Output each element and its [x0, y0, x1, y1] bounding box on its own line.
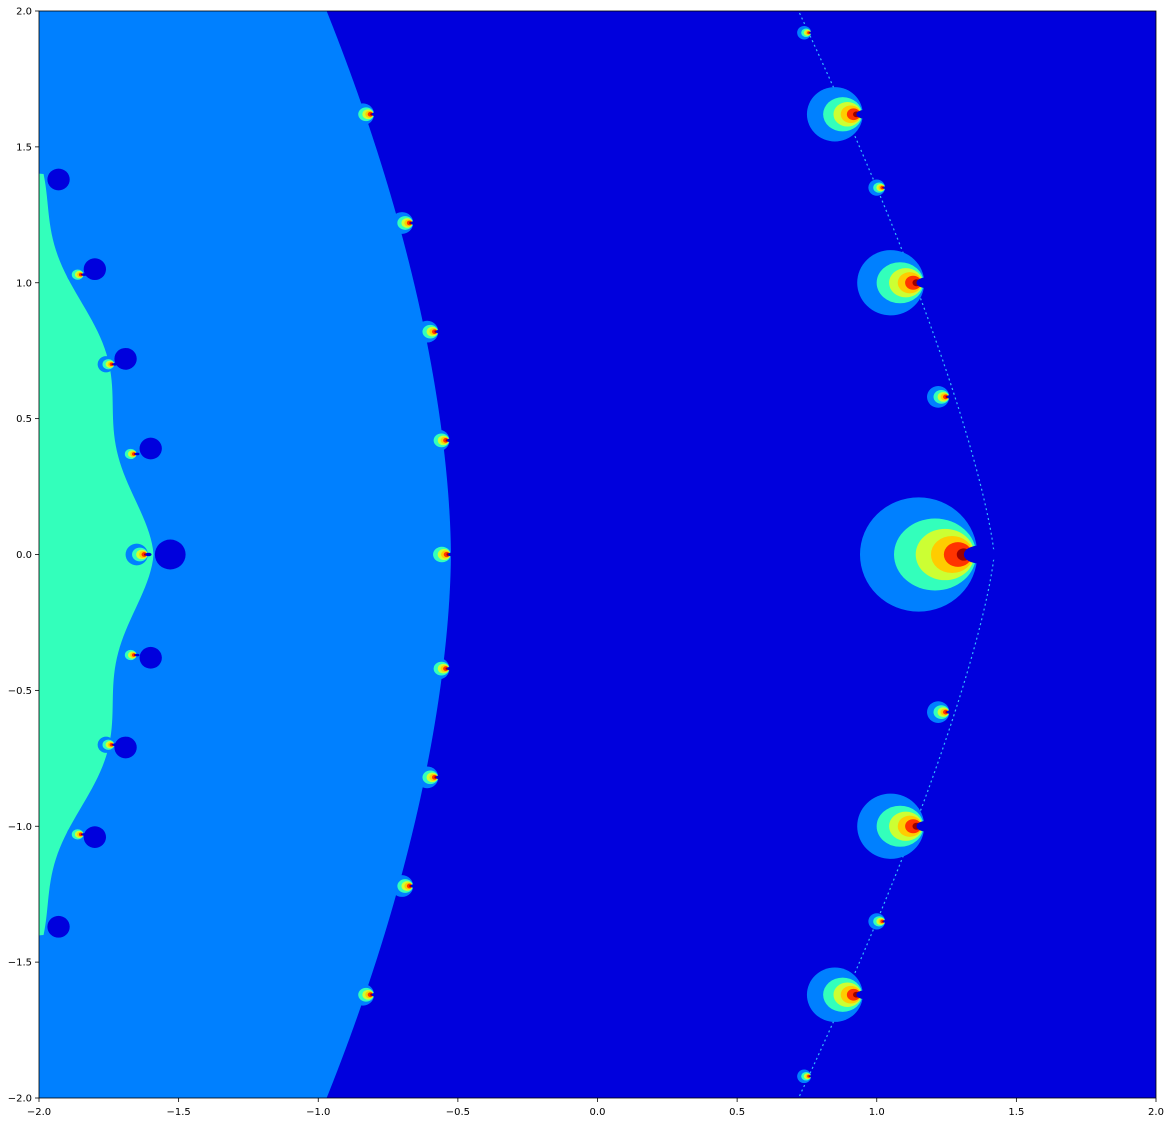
- bulb-notch: [435, 329, 443, 334]
- bulb-notch: [963, 545, 997, 564]
- bulb-notch: [371, 112, 378, 117]
- x-tick-label: −2.0: [27, 1107, 51, 1118]
- bulb: [97, 356, 118, 373]
- bulb: [425, 542, 456, 567]
- bulb: [351, 103, 378, 126]
- bulb-notch: [446, 666, 454, 671]
- bulb: [415, 766, 443, 789]
- dark-disk: [47, 915, 70, 938]
- y-axis-ticks: 2.0 1.5 1.0 0.5 0.0 −0.5 −1.0 −1.5 −2.0: [8, 7, 39, 1105]
- bulb: [66, 826, 87, 843]
- bulb-notch: [946, 395, 954, 399]
- bulb-notch: [435, 775, 443, 780]
- dark-disk: [139, 437, 162, 460]
- bulb: [797, 25, 814, 40]
- bulb: [390, 875, 417, 897]
- y-tick-label: 2.0: [16, 7, 32, 18]
- bulb-notch: [134, 653, 140, 657]
- y-tick-label: −0.5: [8, 686, 32, 697]
- bulb-notch: [81, 833, 87, 836]
- bulb-notch: [916, 821, 936, 832]
- y-tick-label: 1.5: [16, 142, 32, 153]
- bulb: [806, 87, 873, 142]
- dark-disk: [114, 347, 137, 370]
- bulb: [797, 1069, 814, 1084]
- y-tick-label: 0.5: [16, 414, 32, 425]
- bulb: [868, 913, 888, 930]
- dark-disk: [83, 826, 107, 848]
- bulb-notch: [448, 552, 456, 557]
- x-tick-label: −0.5: [446, 1107, 470, 1118]
- bulb: [868, 179, 888, 196]
- y-tick-label: 0.0: [16, 550, 32, 561]
- x-tick-label: −1.5: [166, 1107, 190, 1118]
- region-inner: [39, 173, 154, 936]
- bulb-notch: [410, 221, 417, 225]
- bulb: [857, 793, 936, 859]
- bulb: [119, 646, 140, 664]
- y-tick-label: −1.0: [8, 822, 32, 833]
- bulb: [125, 543, 152, 566]
- bulb-notch: [809, 31, 814, 34]
- bulb: [390, 212, 417, 234]
- dark-disk: [83, 258, 107, 281]
- bulb: [97, 736, 118, 753]
- x-tick-label: −1.0: [306, 1107, 330, 1118]
- bulb: [427, 429, 454, 452]
- bulb-notch: [446, 438, 454, 443]
- x-tick-label: 1.0: [869, 1107, 885, 1118]
- bulb-notch: [145, 552, 152, 557]
- bulb-notch: [883, 186, 888, 189]
- x-tick-label: 2.0: [1148, 1107, 1164, 1118]
- bulb-notch: [856, 990, 873, 1000]
- bulb: [806, 967, 873, 1022]
- bulb: [927, 386, 954, 408]
- bulb: [927, 701, 954, 723]
- x-tick-label: 0.5: [729, 1107, 745, 1118]
- bulb: [857, 250, 936, 316]
- bulb-notch: [809, 1075, 814, 1078]
- y-tick-label: −1.5: [8, 958, 32, 969]
- bulb-notch: [81, 273, 87, 276]
- x-tick-label: 1.5: [1008, 1107, 1024, 1118]
- bulb-notch: [134, 452, 140, 456]
- y-tick-label: −2.0: [8, 1094, 32, 1105]
- y-tick-label: 1.0: [16, 278, 32, 289]
- x-axis-ticks: −2.0 −1.5 −1.0 −0.5 0.0 0.5 1.0 1.5 2.0: [27, 1098, 1164, 1118]
- bulb-notch: [856, 109, 873, 119]
- dark-disk: [114, 736, 137, 759]
- bulb: [119, 445, 140, 463]
- bulb-notch: [916, 277, 936, 288]
- x-tick-label: 0.0: [590, 1107, 606, 1118]
- bulb-notch: [371, 992, 378, 997]
- bulb-notch: [946, 710, 954, 714]
- bulb-notch: [112, 362, 118, 366]
- bulb: [415, 320, 443, 343]
- bulb: [427, 657, 454, 680]
- bulb: [66, 266, 87, 283]
- bulb-notch: [112, 743, 118, 747]
- bulb: [351, 983, 378, 1006]
- region-middle: [39, 11, 451, 1098]
- dark-disk: [47, 168, 70, 191]
- dark-disk: [139, 646, 162, 669]
- dark-disk: [154, 539, 186, 570]
- bulb-notch: [883, 920, 888, 923]
- bulb-notch: [410, 884, 417, 888]
- bulb: [859, 497, 997, 612]
